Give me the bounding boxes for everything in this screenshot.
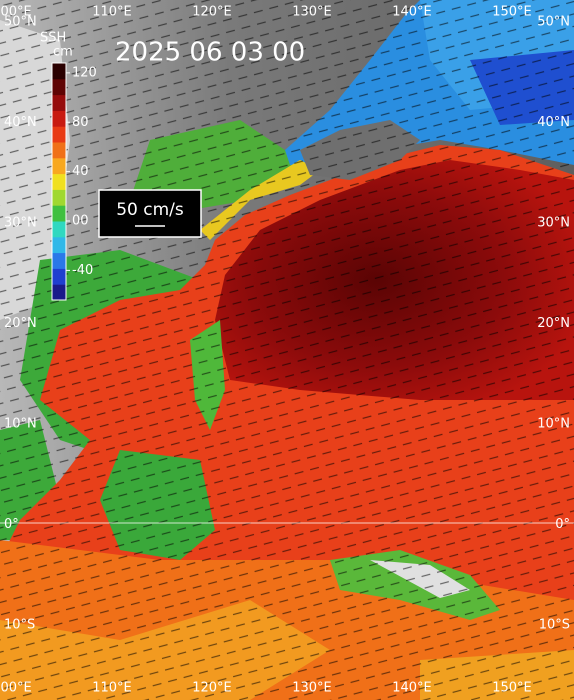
colorbar-unit: cm xyxy=(53,45,73,60)
lat-label: 20°N xyxy=(537,316,570,331)
colorbar-tick-label: -40 xyxy=(72,263,93,278)
lon-label: 100°E xyxy=(0,681,32,696)
lon-label: 130°E xyxy=(292,5,332,20)
colorbar-tick-label: 40 xyxy=(72,164,89,179)
scale-label: 50 cm/s xyxy=(116,200,184,220)
lat-label: 50°N xyxy=(4,15,37,30)
lat-label: 50°N xyxy=(537,15,570,30)
lat-label: 10°N xyxy=(4,417,37,432)
colorbar-segment xyxy=(52,126,66,143)
colorbar-tick-label: 80 xyxy=(72,115,89,130)
lat-label: 30°N xyxy=(537,216,570,231)
lat-label: 40°N xyxy=(537,115,570,130)
lat-label: 20°N xyxy=(4,316,37,331)
lon-label: 140°E xyxy=(392,5,432,20)
colorbar-segment xyxy=(52,284,66,301)
lon-label: 140°E xyxy=(392,681,432,696)
colorbar-segment xyxy=(52,94,66,111)
colorbar-segment xyxy=(52,110,66,127)
colorbar-segment xyxy=(52,236,66,254)
lat-label: 40°N xyxy=(4,115,37,130)
lon-label: 130°E xyxy=(292,681,332,696)
colorbar-title: SSH xyxy=(40,31,66,46)
lon-label: 120°E xyxy=(192,5,232,20)
lon-label: 150°E xyxy=(492,681,532,696)
colorbar-segment xyxy=(52,252,66,269)
colorbar-tick-label: 120 xyxy=(72,65,97,80)
colorbar-frame xyxy=(51,62,67,301)
colorbar-segment xyxy=(52,221,66,238)
colorbar-segment xyxy=(52,205,66,222)
scale-box: 50 cm/s xyxy=(98,189,202,238)
lon-label: 100°E xyxy=(0,5,32,20)
colorbar-segment xyxy=(52,157,66,175)
lat-label: 0° xyxy=(4,517,19,532)
lat-label: 0° xyxy=(555,517,570,532)
colorbar-segment xyxy=(52,173,66,190)
lat-label: 30°N xyxy=(4,216,37,231)
lat-label: 10°N xyxy=(537,417,570,432)
lon-label: 110°E xyxy=(92,681,132,696)
lat-label: 10°S xyxy=(4,618,35,633)
lon-label: 110°E xyxy=(92,5,132,20)
colorbar-segment xyxy=(52,78,66,96)
colorbar-segment xyxy=(52,189,66,206)
colorbar-tick-label: 00 xyxy=(72,214,89,229)
lon-label: 120°E xyxy=(192,681,232,696)
lat-label: 10°S xyxy=(539,618,570,633)
colorbar-segment xyxy=(52,268,66,285)
lon-label: 150°E xyxy=(492,5,532,20)
map-title: 2025 06 03 00 xyxy=(115,38,305,68)
colorbar-segment xyxy=(52,63,66,80)
colorbar-segment xyxy=(52,142,66,159)
